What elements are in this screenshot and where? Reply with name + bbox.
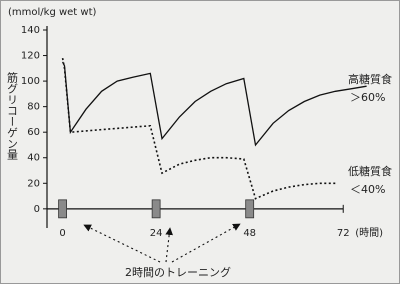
legend-note: ＞60% <box>350 91 385 104</box>
legend-label: 低糖質食 <box>348 164 392 178</box>
y-tick-label: 40 <box>27 153 40 164</box>
series-line <box>61 57 336 200</box>
training-block <box>245 199 255 219</box>
x-tick-label: 48 <box>243 228 256 239</box>
y-tick-label: 100 <box>21 76 40 87</box>
y-tick-label: 140 <box>21 25 40 36</box>
y-tick-label: 60 <box>27 127 40 138</box>
training-block <box>58 199 67 219</box>
legend-label: 高糖質食 <box>348 72 392 86</box>
training-label: 2時間のトレーニング <box>125 265 231 279</box>
training-arrows <box>83 223 241 263</box>
y-tick-label: 120 <box>21 51 40 62</box>
series-line <box>62 61 367 147</box>
x-tick-label: 0 <box>59 228 65 239</box>
y-tick-label: 20 <box>27 178 40 189</box>
legend-note: ＜40% <box>350 183 385 196</box>
x-axis-title: (時間) <box>355 227 383 239</box>
y-unit: (mmol/kg wet wt) <box>8 7 96 18</box>
x-tick-label: 72 <box>337 228 350 239</box>
x-tick-label: 24 <box>150 228 163 239</box>
y-tick-label: 80 <box>27 102 40 113</box>
y-tick-label: 0 <box>34 204 40 215</box>
y-axis-title: 筋グリコーゲン量 <box>6 71 19 160</box>
training-block <box>151 199 161 219</box>
